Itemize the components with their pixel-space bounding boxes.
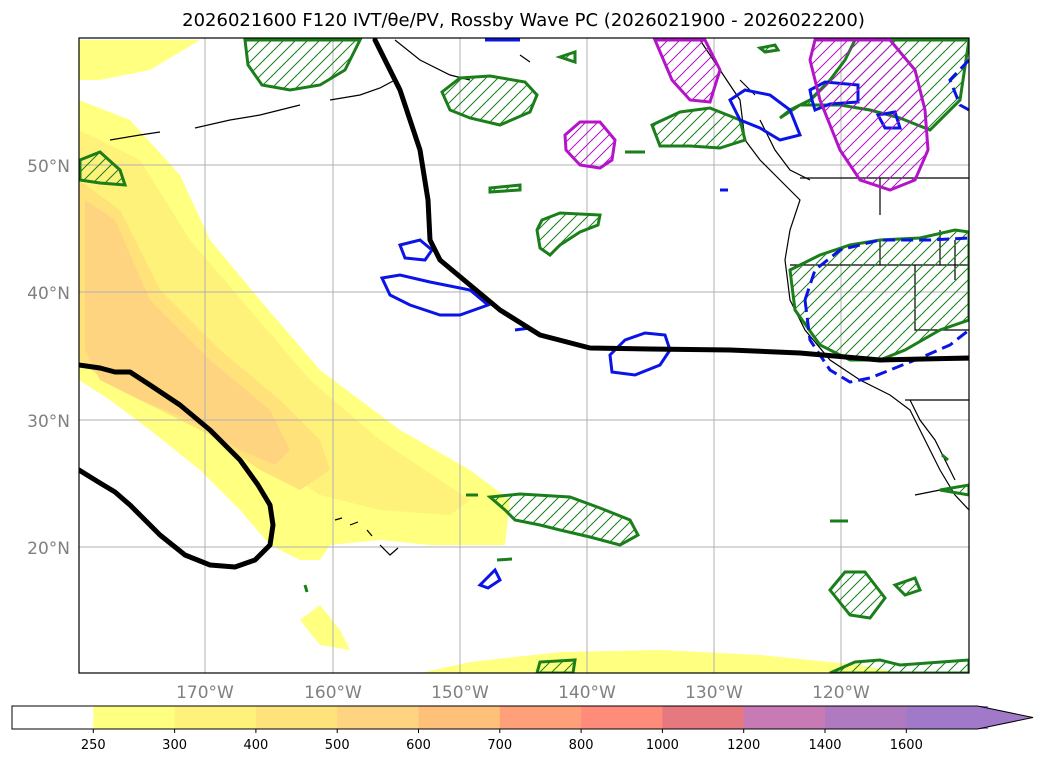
ivt-300-region [79,130,470,515]
ivt-250-region [79,40,200,80]
colorbar-segment [743,706,826,729]
lat-label: 30°N [27,412,70,432]
map-frame [78,37,970,674]
colorbar-segment [12,706,94,729]
ivt-250-region [300,605,350,650]
colorbar-segment [499,706,582,729]
colorbar-segment [825,706,907,729]
colorbar-segment [581,706,663,729]
lon-label: 170°W [176,683,234,703]
lon-label: 120°W [812,683,870,703]
pv-anomaly-regions [563,38,930,192]
colorbar-label: 300 [162,738,187,753]
ivt-500-region [85,200,290,465]
colorbar-segment [418,706,501,729]
colorbar-label: 600 [406,738,431,753]
colorbar-label: 1000 [646,738,679,753]
colorbar-outline [11,705,1034,730]
map-title: 2026021600 F120 IVT/θe/PV, Rossby Wave P… [182,10,865,31]
ivt-colorbar: 250 300 400 500 600 700 800 1000 1200 1400 1600 [11,705,1034,753]
colorbar-label: 1200 [727,738,760,753]
lat-label: 20°N [27,539,70,559]
lat-label: 40°N [27,284,70,304]
lon-label: 140°W [558,683,616,703]
colorbar-segment [255,706,338,729]
ivt-250-region [420,650,900,673]
colorbar-label: 1600 [890,738,923,753]
colorbar-extension [906,706,1033,729]
lon-label: 130°W [685,683,743,703]
lon-label: 150°W [431,683,489,703]
colorbar-label: 500 [325,738,350,753]
lon-label: 160°W [304,683,362,703]
colorbar-label: 800 [569,738,594,753]
lat-label: 50°N [27,157,70,177]
colorbar-segment [93,706,176,729]
theta-e-contour [79,38,969,570]
colorbar-label: 400 [243,738,268,753]
graticule [79,38,969,673]
colorbar-segment [174,706,257,729]
colorbar-segment [337,706,419,729]
colorbar-label: 700 [487,738,512,753]
colorbar-label: 1400 [808,738,841,753]
colorbar-segment [662,706,745,729]
colorbar-label: 250 [81,738,106,753]
ivt-250-region [79,100,510,560]
ivt-shading [79,40,900,673]
